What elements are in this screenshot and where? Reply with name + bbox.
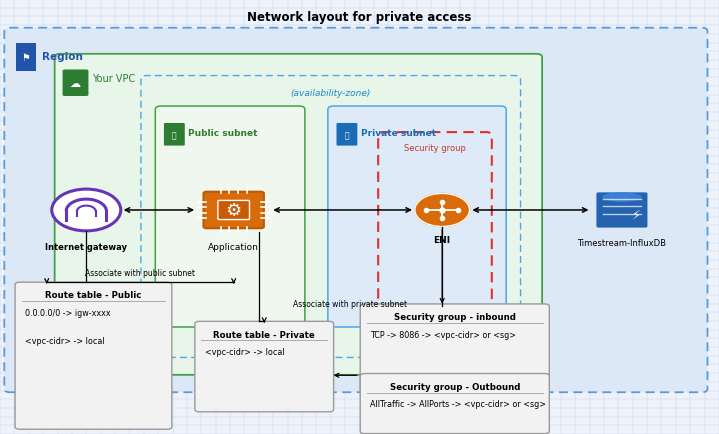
Text: Route table - Private: Route table - Private bbox=[214, 330, 315, 339]
Text: <vpc-cidr> -> local: <vpc-cidr> -> local bbox=[25, 336, 105, 345]
Text: Security group - inbound: Security group - inbound bbox=[394, 312, 516, 322]
Text: 0.0.0.0/0 -> igw-xxxx: 0.0.0.0/0 -> igw-xxxx bbox=[25, 308, 111, 317]
Text: Associate with private subnet: Associate with private subnet bbox=[293, 299, 408, 308]
FancyBboxPatch shape bbox=[360, 304, 549, 395]
Text: 🔒: 🔒 bbox=[344, 131, 349, 140]
FancyBboxPatch shape bbox=[195, 322, 334, 412]
FancyBboxPatch shape bbox=[203, 192, 264, 229]
Text: TCP -> 8086 -> <vpc-cidr> or <sg>: TCP -> 8086 -> <vpc-cidr> or <sg> bbox=[370, 330, 516, 339]
FancyBboxPatch shape bbox=[328, 107, 506, 327]
FancyBboxPatch shape bbox=[336, 124, 357, 146]
Text: ⚙: ⚙ bbox=[226, 202, 242, 220]
Circle shape bbox=[52, 190, 121, 231]
FancyBboxPatch shape bbox=[596, 193, 648, 228]
FancyBboxPatch shape bbox=[15, 283, 172, 429]
Text: Application: Application bbox=[209, 242, 259, 251]
FancyBboxPatch shape bbox=[63, 70, 88, 97]
FancyBboxPatch shape bbox=[155, 107, 305, 327]
Ellipse shape bbox=[602, 193, 642, 202]
Text: Security group - Outbound: Security group - Outbound bbox=[390, 382, 520, 391]
FancyBboxPatch shape bbox=[4, 29, 707, 392]
Text: Your VPC: Your VPC bbox=[92, 74, 135, 84]
Text: (availability-zone): (availability-zone) bbox=[290, 89, 371, 98]
Text: Public subnet: Public subnet bbox=[188, 129, 258, 138]
Text: ⚡: ⚡ bbox=[632, 208, 641, 221]
Text: ENI: ENI bbox=[434, 236, 451, 245]
Text: Internet gateway: Internet gateway bbox=[45, 242, 127, 251]
Text: Route table - Public: Route table - Public bbox=[45, 291, 142, 300]
FancyBboxPatch shape bbox=[164, 124, 185, 146]
Circle shape bbox=[415, 194, 470, 227]
Text: Network layout for private access: Network layout for private access bbox=[247, 11, 472, 24]
Text: ☁: ☁ bbox=[70, 79, 81, 88]
FancyBboxPatch shape bbox=[16, 43, 36, 72]
Text: Region: Region bbox=[42, 52, 83, 61]
Text: <vpc-cidr> -> local: <vpc-cidr> -> local bbox=[205, 347, 285, 356]
Text: ⚑: ⚑ bbox=[22, 53, 30, 62]
Text: Associate with public subnet: Associate with public subnet bbox=[86, 268, 195, 277]
FancyBboxPatch shape bbox=[360, 374, 549, 434]
Text: AllTraffic -> AllPorts -> <vpc-cidr> or <sg>: AllTraffic -> AllPorts -> <vpc-cidr> or … bbox=[370, 399, 546, 408]
Text: Private subnet: Private subnet bbox=[361, 129, 436, 138]
FancyBboxPatch shape bbox=[55, 55, 542, 375]
Text: Timestream-InfluxDB: Timestream-InfluxDB bbox=[577, 239, 667, 248]
FancyBboxPatch shape bbox=[218, 201, 249, 220]
Text: 🔒: 🔒 bbox=[172, 131, 177, 140]
Text: Security group: Security group bbox=[404, 143, 466, 152]
